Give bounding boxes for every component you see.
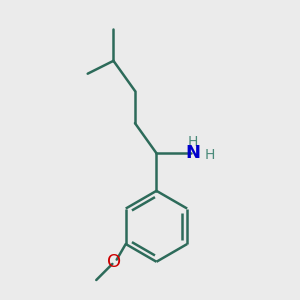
Text: H: H bbox=[188, 135, 198, 149]
Text: O: O bbox=[107, 253, 122, 271]
Text: N: N bbox=[185, 144, 200, 162]
Text: H: H bbox=[205, 148, 215, 162]
